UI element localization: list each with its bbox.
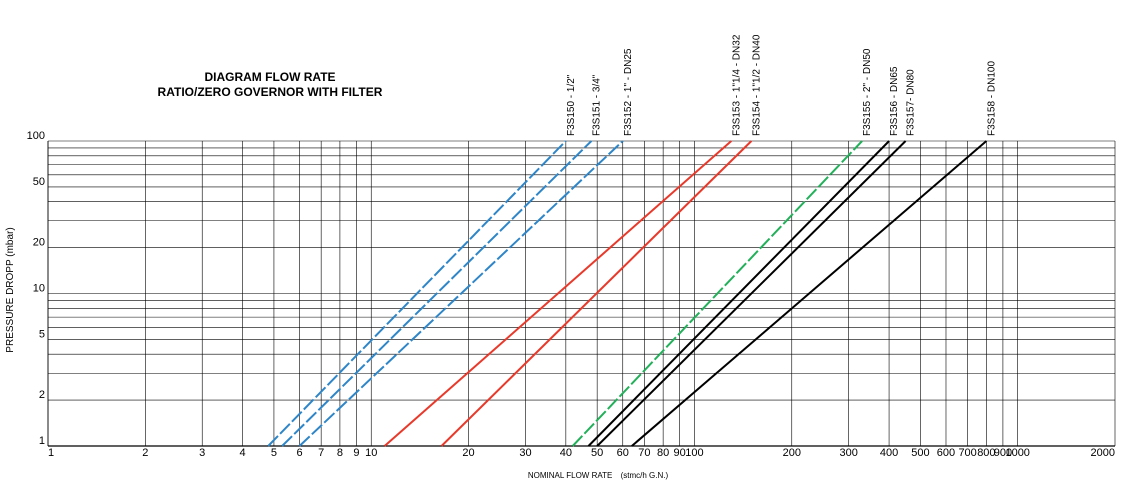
series-label: F3S157- DN80 <box>906 69 917 136</box>
x-axis-label: NOMINAL FLOW RATE (stmc/h G.N.) <box>528 471 669 480</box>
x-tick-label: 70 <box>638 447 650 459</box>
x-tick-label: 5 <box>271 447 277 459</box>
series-line <box>596 140 907 447</box>
y-tick-label: 2 <box>39 389 45 401</box>
series-label: F3S156 - DN65 <box>889 66 900 136</box>
chart-title: DIAGRAM FLOW RATE <box>204 70 336 84</box>
x-tick-label: 100 <box>685 447 703 459</box>
series-line <box>298 140 624 447</box>
series-line <box>383 140 732 447</box>
x-tick-label: 6 <box>296 447 302 459</box>
x-tick-label: 1000 <box>1005 447 1029 459</box>
x-tick-label: 2000 <box>1091 447 1115 459</box>
y-tick-label: 10 <box>33 283 45 295</box>
x-tick-label: 50 <box>591 447 603 459</box>
x-tick-label: 40 <box>560 447 572 459</box>
series-line <box>267 140 567 447</box>
series-line <box>281 140 593 447</box>
x-tick-label: 700 <box>958 447 976 459</box>
x-axis-label-unit: (stmc/h G.N.) <box>621 471 669 480</box>
x-tick-label: 90 <box>674 447 686 459</box>
series-line <box>440 140 753 447</box>
series-label: F3S152 - 1" - DN25 <box>623 48 634 136</box>
x-tick-label: 7 <box>318 447 324 459</box>
x-tick-label: 30 <box>519 447 531 459</box>
x-tick-label: 1 <box>48 447 54 459</box>
y-tick-label: 5 <box>39 328 45 340</box>
chart-title-block: DIAGRAM FLOW RATE RATIO/ZERO GOVERNOR WI… <box>150 70 390 100</box>
y-tick-label: 20 <box>33 237 45 249</box>
chart-subtitle: RATIO/ZERO GOVERNOR WITH FILTER <box>157 85 383 99</box>
series-label: F3S153 - 1"1/4 - DN32 <box>731 34 742 136</box>
series-label: F3S154 - 1"1/2 - DN40 <box>751 34 762 136</box>
x-tick-label: 8 <box>337 447 343 459</box>
series-line <box>587 140 890 447</box>
x-tick-label: 500 <box>911 447 929 459</box>
x-tick-label: 900 <box>994 447 1012 459</box>
series-line <box>571 140 863 447</box>
x-tick-label: 10 <box>365 447 377 459</box>
x-tick-label: 60 <box>617 447 629 459</box>
y-tick-label: 50 <box>33 176 45 188</box>
series-label: F3S158 - DN100 <box>986 61 997 136</box>
x-tick-label: 20 <box>462 447 474 459</box>
y-axis-label: PRESSURE DROPP (mbar) <box>5 227 16 352</box>
x-tick-label: 3 <box>199 447 205 459</box>
x-tick-label: 80 <box>657 447 669 459</box>
x-tick-label: 9 <box>353 447 359 459</box>
labels-layer: 1 2 3 4 5 6 7 8 9 10 20 30 40 50 60 70 80 90 100 200 300 400 5… <box>27 34 1115 459</box>
x-tick-label: 4 <box>240 447 246 459</box>
series-layer <box>267 140 988 447</box>
x-tick-label: 200 <box>783 447 801 459</box>
series-label: F3S155 - 2" - DN50 <box>862 48 873 136</box>
x-tick-label: 300 <box>840 447 858 459</box>
y-tick-label: 1 <box>39 435 45 447</box>
x-tick-label: 800 <box>977 447 995 459</box>
x-tick-label: 600 <box>937 447 955 459</box>
series-label: F3S150 - 1/2" <box>566 74 577 136</box>
series-line <box>631 140 988 447</box>
series-label: F3S151 - 3/4" <box>591 74 602 136</box>
x-tick-label: 400 <box>880 447 898 459</box>
x-axis-label-main: NOMINAL FLOW RATE <box>528 471 612 480</box>
x-tick-label: 2 <box>142 447 148 459</box>
grid-layer <box>47 140 1116 447</box>
y-tick-label: 100 <box>27 130 45 142</box>
